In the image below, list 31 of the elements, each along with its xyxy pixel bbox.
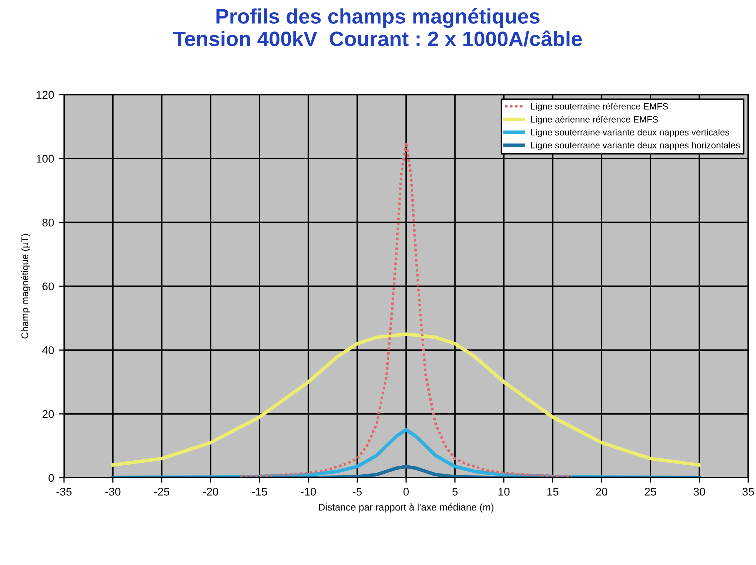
line-series [111,465,702,478]
x-tick-label: -20 [203,488,218,496]
y-tick-label: 0 [48,474,54,482]
y-tick-label: 60 [42,282,54,291]
x-tick-label: 30 [694,488,706,496]
x-tick-label: -25 [154,488,170,496]
x-tick-label: 10 [498,488,510,496]
legend-label: Ligne souterraine variante deux nappes horizontales [531,142,740,150]
y-tick-label: 120 [36,91,54,100]
y-tick-label: 40 [42,346,54,354]
y-tick-label: 20 [42,410,54,418]
x-tick-label: 20 [596,488,608,496]
x-tick-label: -35 [56,488,72,496]
x-tick-label: -30 [106,488,121,496]
x-tick-label: 15 [548,488,559,496]
x-axis-title: Distance par rapport à l'axe médiane (m) [319,504,494,513]
x-tick-label: -5 [353,488,362,496]
chart-title: Profils des champs magnétiques Tension 400kV Courant : 2 x 1000A/câble [174,8,582,47]
x-tick-label: 35 [742,488,754,496]
x-tick-label: 25 [645,488,656,496]
x-tick-label: -15 [252,488,268,496]
legend-label: Ligne souterraine variante deux nappes verticales [531,129,730,138]
legend-label: Ligne aérienne référence EMFS [531,116,658,125]
y-tick-label: 100 [36,155,54,163]
y-axis-title: Champ magnétique (µT) [21,234,30,339]
line-series [111,332,702,467]
x-tick-label: -10 [301,488,316,496]
legend-label: Ligne souterraine référence EMFS [531,103,668,112]
y-tick-label: 80 [42,218,54,227]
x-tick-label: 0 [404,488,410,496]
x-tick-label: 5 [452,488,458,496]
